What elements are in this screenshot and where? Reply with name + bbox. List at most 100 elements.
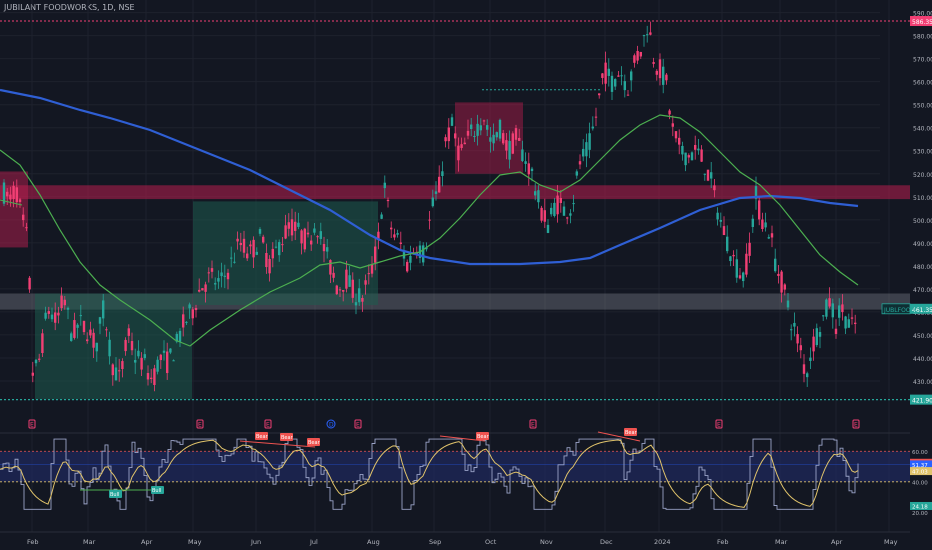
candle-body (22, 214, 25, 221)
candle-body (105, 329, 108, 331)
candle-body (447, 127, 450, 142)
earnings-marker (529, 419, 537, 429)
rsi-tick-label: 47.03 (912, 470, 928, 476)
candle-body (166, 351, 169, 374)
candle-body (364, 280, 367, 285)
signal-badge (109, 490, 122, 498)
candle-body (127, 328, 130, 336)
candle-body (374, 246, 377, 263)
candle-body (566, 217, 569, 219)
candle-body (313, 228, 316, 233)
candle-body (796, 334, 799, 344)
candle-body (431, 197, 434, 207)
candle-body (223, 275, 226, 277)
candle-body (671, 123, 674, 127)
time-tick-label: Nov (540, 538, 553, 546)
candle-body (690, 152, 694, 161)
time-tick-label: Feb (717, 538, 729, 546)
candle-body (361, 297, 364, 302)
candle-body (370, 264, 374, 274)
candle-body (290, 219, 294, 236)
price-tag (910, 303, 932, 314)
candle-body (15, 187, 18, 203)
candle-body (546, 224, 550, 233)
candle-body (678, 137, 681, 145)
time-tick-label: Dec (600, 538, 613, 546)
candle-body (386, 199, 390, 202)
candle-body (249, 244, 252, 247)
candle-body (815, 328, 818, 346)
candle-body (143, 354, 146, 359)
candle-body (726, 236, 729, 252)
candle-body (214, 283, 217, 285)
candle-body (134, 359, 137, 363)
candle-body (719, 219, 722, 222)
candle-body (255, 251, 258, 255)
candle-body (98, 317, 102, 324)
signal-label: Bull (110, 492, 119, 498)
candle-body (345, 269, 348, 289)
candle-body (322, 243, 326, 252)
candle-body (367, 273, 370, 275)
candle-body (786, 300, 790, 308)
candle-body (310, 240, 313, 245)
candle-body (630, 71, 633, 81)
candle-body (748, 242, 751, 256)
candle-body (850, 317, 854, 319)
candle-body (354, 302, 358, 306)
candle-body (722, 226, 726, 236)
candle-body (108, 339, 111, 357)
price-tick-label: 560.00 (913, 80, 932, 87)
event-marker-label: E (198, 422, 202, 429)
price-tag (910, 394, 932, 405)
price-tag-label: 461.35 (912, 307, 932, 314)
candle-body (300, 230, 303, 244)
candle-body (118, 370, 121, 372)
candle-body (607, 68, 610, 76)
candle-body (271, 248, 274, 259)
candle-body (246, 253, 249, 259)
candle-body (316, 236, 319, 238)
earnings-marker (264, 419, 272, 429)
event-marker-label: E (30, 422, 34, 429)
candle-body (428, 219, 431, 221)
candle-body (278, 242, 281, 256)
time-tick-label: Mar (83, 538, 96, 546)
price-tag-label: 586.35 (912, 19, 932, 26)
candle-body (92, 332, 95, 348)
signal-badge (255, 432, 268, 440)
price-tick-label: 570.00 (913, 57, 932, 64)
candle-body (518, 137, 521, 141)
candle-body (543, 210, 546, 222)
time-tick-label: Aug (367, 538, 380, 546)
candle-body (694, 144, 697, 150)
candle-body (806, 373, 809, 378)
candle-body (617, 75, 620, 77)
price-tick-label: 490.00 (913, 241, 932, 248)
candle-body (114, 367, 118, 381)
rsi-tag (910, 460, 932, 469)
candle-body (706, 169, 710, 181)
candle-body (681, 145, 684, 155)
candle-body (204, 284, 207, 292)
candle-body (540, 207, 543, 221)
candle-body (60, 295, 63, 309)
signal-label: Bear (625, 430, 638, 436)
candle-body (738, 275, 742, 279)
candle-body (473, 135, 476, 137)
candle-body (319, 231, 322, 239)
candle-body (466, 130, 470, 136)
price-tick-label: 430.00 (913, 379, 932, 386)
time-tick-label: Sep (429, 538, 441, 546)
ma-200-line (0, 88, 859, 266)
candle-body (303, 228, 306, 250)
signal-label: Bear (281, 435, 294, 441)
candle-body (623, 81, 626, 91)
price-tick-label: 540.00 (913, 126, 932, 133)
candle-body (495, 132, 498, 138)
candle-body (799, 345, 802, 351)
rsi-tick-label: 51.37 (912, 463, 928, 469)
candle-body (598, 93, 601, 96)
candle-body (454, 133, 457, 139)
